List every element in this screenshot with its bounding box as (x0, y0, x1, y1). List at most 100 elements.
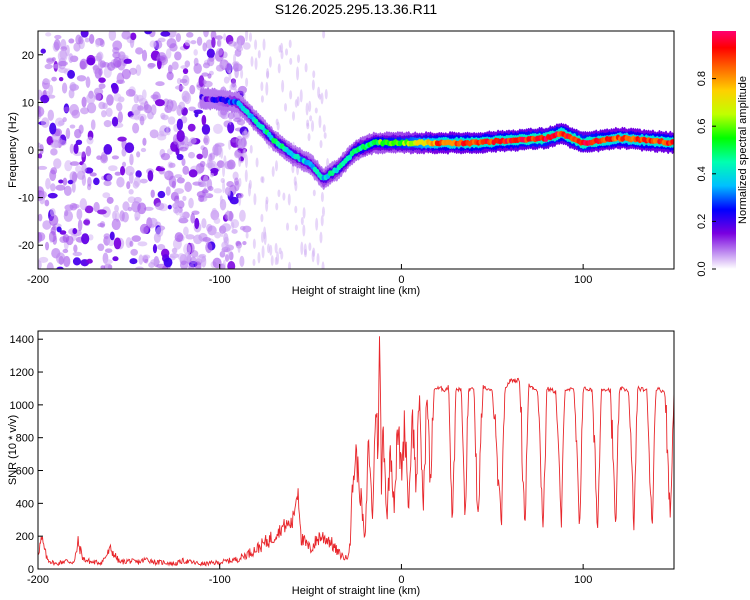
spectrogram-noise-blob (165, 48, 172, 59)
spectrogram-noise-blob (210, 167, 219, 174)
spectrogram-noise-blob (239, 225, 246, 231)
y-tick-label: 1400 (10, 334, 34, 346)
spectrogram-noise-blob (44, 199, 50, 207)
spectrogram-noise-blob (263, 226, 267, 240)
spectrogram-noise-blob (52, 235, 58, 245)
spectrogram-noise-blob (132, 122, 140, 134)
spectrogram-noise-blob (294, 224, 298, 232)
spectrogram-noise-blob (112, 40, 123, 51)
spectrogram-noise-blob (108, 31, 117, 41)
spectrogram-noise-blob (127, 196, 136, 203)
spectrogram-noise-blob (62, 234, 70, 243)
spectrogram-noise-blob (131, 235, 141, 242)
spectrogram-noise-blob (288, 261, 292, 269)
spectrogram-x-label: Height of straight line (km) (292, 285, 420, 297)
spectrogram-noise-blob (312, 70, 316, 79)
spectrogram-noise-blob (111, 83, 119, 94)
spectrogram-noise-blob (167, 116, 176, 125)
spectrogram-noise-blob (188, 169, 198, 178)
spectrogram-noise-blob (103, 259, 113, 265)
spectrogram-marks (38, 31, 674, 269)
spectrogram-noise-blob (56, 266, 64, 269)
spectrogram-noise-blob (50, 167, 58, 175)
spectrogram-noise-blob (205, 241, 213, 254)
spectrogram-noise-blob (216, 48, 224, 56)
spectrogram-noise-blob (179, 78, 188, 84)
spectrogram-noise-blob (202, 79, 207, 85)
spectrogram-noise-blob (81, 233, 90, 245)
spectrogram-noise-blob (142, 226, 149, 234)
spectrogram-noise-blob (46, 262, 54, 269)
spectrogram-noise-blob (50, 141, 60, 149)
spectrogram-noise-blob (178, 101, 186, 110)
spectrogram-noise-blob (228, 112, 232, 126)
spectrogram-noise-blob (71, 181, 76, 193)
spectrogram-noise-blob (160, 31, 171, 37)
spectrogram-noise-blob (56, 226, 62, 233)
spectrogram-noise-blob (257, 251, 261, 264)
spectrogram-noise-blob (58, 76, 64, 82)
spectrogram-noise-blob (218, 144, 222, 158)
spectrogram-noise-blob (314, 107, 318, 114)
spectrogram-noise-blob (214, 231, 222, 239)
spectrogram-noise-blob (100, 265, 106, 269)
colorbar-gradient (712, 31, 736, 269)
spectrogram-x-ticks: -200 -100 0 100 (27, 264, 592, 286)
spectrogram-noise-blob (47, 109, 55, 121)
figure-title: S126.2025.295.13.36.R11 (275, 1, 438, 17)
spectrogram-noise-blob (103, 263, 113, 269)
spectrogram-noise-blob (93, 64, 99, 75)
spectrogram-noise-blob (233, 62, 239, 73)
spectrogram-noise-blob (174, 174, 183, 179)
spectrogram-noise-blob (194, 260, 202, 269)
spectrogram-noise-blob (93, 177, 100, 186)
spectrogram-noise-blob (318, 115, 322, 129)
y-tick-label: 0 (28, 564, 34, 576)
spectrogram-noise-blob (288, 39, 292, 49)
spectrogram-noise-blob (281, 79, 285, 93)
spectrogram-noise-blob (102, 192, 111, 199)
spectrogram-noise-blob (38, 231, 43, 243)
spectrogram-noise-blob (72, 257, 81, 266)
spectrogram-noise-blob (231, 229, 238, 234)
spectrogram-noise-blob (48, 214, 59, 226)
spectrogram-noise-blob (109, 231, 115, 241)
spectrogram-noise-blob (101, 110, 107, 118)
spectrogram-noise-blob (139, 115, 145, 126)
spectrogram-noise-blob (48, 233, 54, 243)
spectrogram-noise-blob (202, 175, 209, 188)
spectrogram-noise-blob (188, 151, 196, 159)
spectrogram-noise-blob (239, 209, 246, 222)
spectrogram-noise-blob (221, 263, 225, 269)
spectrogram-noise-blob (166, 37, 177, 49)
spectrogram-noise-blob (194, 217, 200, 230)
spectrogram-noise-blob (80, 107, 90, 115)
spectrogram-noise-blob (300, 241, 304, 255)
spectrogram-noise-blob (86, 57, 95, 66)
spectrogram-noise-blob (98, 77, 106, 83)
spectrogram-noise-blob (81, 96, 87, 108)
spectrogram-noise-blob (149, 129, 159, 139)
spectrogram-noise-blob (227, 245, 231, 260)
spectrogram-noise-blob (154, 99, 165, 107)
spectrogram-noise-blob (79, 198, 88, 210)
spectrogram-noise-blob (116, 72, 125, 84)
spectrogram-noise-blob (129, 240, 134, 247)
spectrogram-noise-blob (168, 162, 176, 168)
spectrogram-noise-blob (211, 207, 217, 215)
spectrogram-y-ticks: -20 -10 0 10 20 (18, 50, 43, 252)
spectrogram-noise-blob (129, 115, 140, 120)
spectrogram-noise-blob (98, 83, 106, 90)
spectrogram-noise-blob (238, 156, 242, 168)
spectrogram-noise-blob (221, 241, 229, 250)
spectrogram-noise-blob (306, 122, 310, 130)
spectrogram-noise-blob (274, 242, 278, 254)
spectrogram-noise-blob (302, 224, 306, 237)
spectrogram-noise-blob (238, 194, 242, 206)
spectrogram-noise-blob (104, 248, 113, 253)
spectrogram-noise-blob (62, 117, 67, 123)
spectrogram-noise-blob (159, 125, 169, 137)
spectrogram-noise-blob (90, 119, 96, 131)
spectrogram-noise-blob (242, 240, 247, 246)
spectrogram-noise-blob (182, 68, 189, 75)
